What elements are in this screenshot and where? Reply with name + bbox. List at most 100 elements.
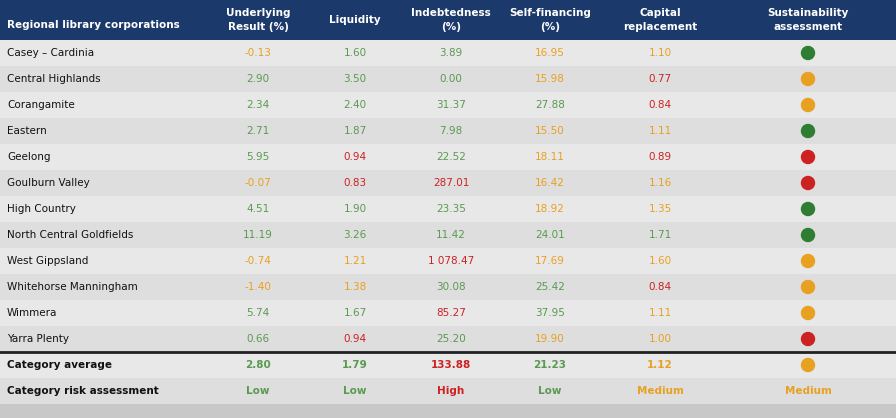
Text: 2.34: 2.34	[246, 100, 270, 110]
Text: 0.94: 0.94	[343, 152, 366, 162]
Text: Category average: Category average	[7, 360, 112, 370]
Text: 0.77: 0.77	[649, 74, 672, 84]
Text: -0.74: -0.74	[245, 256, 271, 266]
Text: 1.71: 1.71	[649, 230, 672, 240]
Text: 15.98: 15.98	[535, 74, 565, 84]
Text: 1.87: 1.87	[343, 126, 366, 136]
Circle shape	[802, 150, 814, 163]
Text: High: High	[437, 386, 465, 396]
Text: 1.00: 1.00	[649, 334, 671, 344]
Bar	[0, 118, 896, 144]
Text: 2.90: 2.90	[246, 74, 270, 84]
Text: 1.35: 1.35	[649, 204, 672, 214]
Text: 21.23: 21.23	[533, 360, 566, 370]
Text: Category risk assessment: Category risk assessment	[7, 386, 159, 396]
Text: 3.26: 3.26	[343, 230, 366, 240]
Text: Low: Low	[246, 386, 270, 396]
Circle shape	[802, 306, 814, 319]
Text: High Country: High Country	[7, 204, 76, 214]
Circle shape	[802, 359, 814, 372]
Bar	[0, 66, 896, 92]
Text: Medium: Medium	[636, 386, 684, 396]
Text: 7.98: 7.98	[439, 126, 462, 136]
Text: West Gippsland: West Gippsland	[7, 256, 89, 266]
Text: assessment: assessment	[773, 22, 842, 32]
Text: 23.35: 23.35	[436, 204, 466, 214]
Circle shape	[802, 125, 814, 138]
Bar	[0, 196, 896, 222]
Text: Indebtedness: Indebtedness	[411, 8, 491, 18]
Text: -0.13: -0.13	[245, 48, 271, 58]
Bar	[0, 144, 896, 170]
Bar	[0, 352, 896, 378]
Text: 1.67: 1.67	[343, 308, 366, 318]
Text: 3.89: 3.89	[439, 48, 462, 58]
Circle shape	[802, 99, 814, 112]
Text: 1.38: 1.38	[343, 282, 366, 292]
Text: 0.83: 0.83	[343, 178, 366, 188]
Circle shape	[802, 46, 814, 59]
Text: -1.40: -1.40	[245, 282, 271, 292]
Text: 0.89: 0.89	[649, 152, 672, 162]
Text: Geelong: Geelong	[7, 152, 50, 162]
Text: 1 078.47: 1 078.47	[428, 256, 474, 266]
Text: 15.50: 15.50	[535, 126, 564, 136]
Text: 1.11: 1.11	[649, 308, 672, 318]
Text: Central Highlands: Central Highlands	[7, 74, 100, 84]
Text: Sustainability: Sustainability	[767, 8, 849, 18]
Bar	[0, 274, 896, 300]
Text: 30.08: 30.08	[436, 282, 466, 292]
Text: 0.66: 0.66	[246, 334, 270, 344]
Text: Result (%): Result (%)	[228, 22, 289, 32]
Circle shape	[802, 280, 814, 293]
Text: Low: Low	[343, 386, 366, 396]
Circle shape	[802, 255, 814, 268]
Text: 287.01: 287.01	[433, 178, 470, 188]
Text: North Central Goldfields: North Central Goldfields	[7, 230, 134, 240]
Text: 1.79: 1.79	[342, 360, 368, 370]
Text: 85.27: 85.27	[436, 308, 466, 318]
Text: 1.10: 1.10	[649, 48, 672, 58]
Text: 16.42: 16.42	[535, 178, 565, 188]
Text: 22.52: 22.52	[436, 152, 466, 162]
Bar	[0, 326, 896, 352]
Text: 18.11: 18.11	[535, 152, 565, 162]
Text: 1.21: 1.21	[343, 256, 366, 266]
Circle shape	[802, 229, 814, 242]
Text: Casey – Cardinia: Casey – Cardinia	[7, 48, 94, 58]
Text: 31.37: 31.37	[436, 100, 466, 110]
Text: 0.00: 0.00	[440, 74, 462, 84]
Text: Wimmera: Wimmera	[7, 308, 57, 318]
Bar	[0, 300, 896, 326]
Text: 1.60: 1.60	[343, 48, 366, 58]
Circle shape	[802, 202, 814, 216]
Bar	[0, 92, 896, 118]
Text: 1.12: 1.12	[647, 360, 673, 370]
Bar	[0, 170, 896, 196]
Text: 25.42: 25.42	[535, 282, 565, 292]
Circle shape	[802, 176, 814, 189]
Text: 3.50: 3.50	[343, 74, 366, 84]
Text: (%): (%)	[441, 22, 461, 32]
Text: 0.84: 0.84	[649, 282, 672, 292]
Bar	[0, 378, 896, 404]
Bar	[0, 40, 896, 66]
Text: 4.51: 4.51	[246, 204, 270, 214]
Bar	[0, 0, 896, 40]
Text: 1.16: 1.16	[649, 178, 672, 188]
Text: (%): (%)	[540, 22, 560, 32]
Text: 16.95: 16.95	[535, 48, 565, 58]
Text: Goulburn Valley: Goulburn Valley	[7, 178, 90, 188]
Text: Eastern: Eastern	[7, 126, 47, 136]
Text: Capital: Capital	[639, 8, 681, 18]
Circle shape	[802, 332, 814, 346]
Circle shape	[802, 72, 814, 86]
Text: 2.80: 2.80	[246, 360, 271, 370]
Text: 0.94: 0.94	[343, 334, 366, 344]
Text: 2.71: 2.71	[246, 126, 270, 136]
Text: 11.42: 11.42	[436, 230, 466, 240]
Bar	[0, 222, 896, 248]
Text: 11.19: 11.19	[243, 230, 273, 240]
Text: Corangamite: Corangamite	[7, 100, 74, 110]
Text: 2.40: 2.40	[343, 100, 366, 110]
